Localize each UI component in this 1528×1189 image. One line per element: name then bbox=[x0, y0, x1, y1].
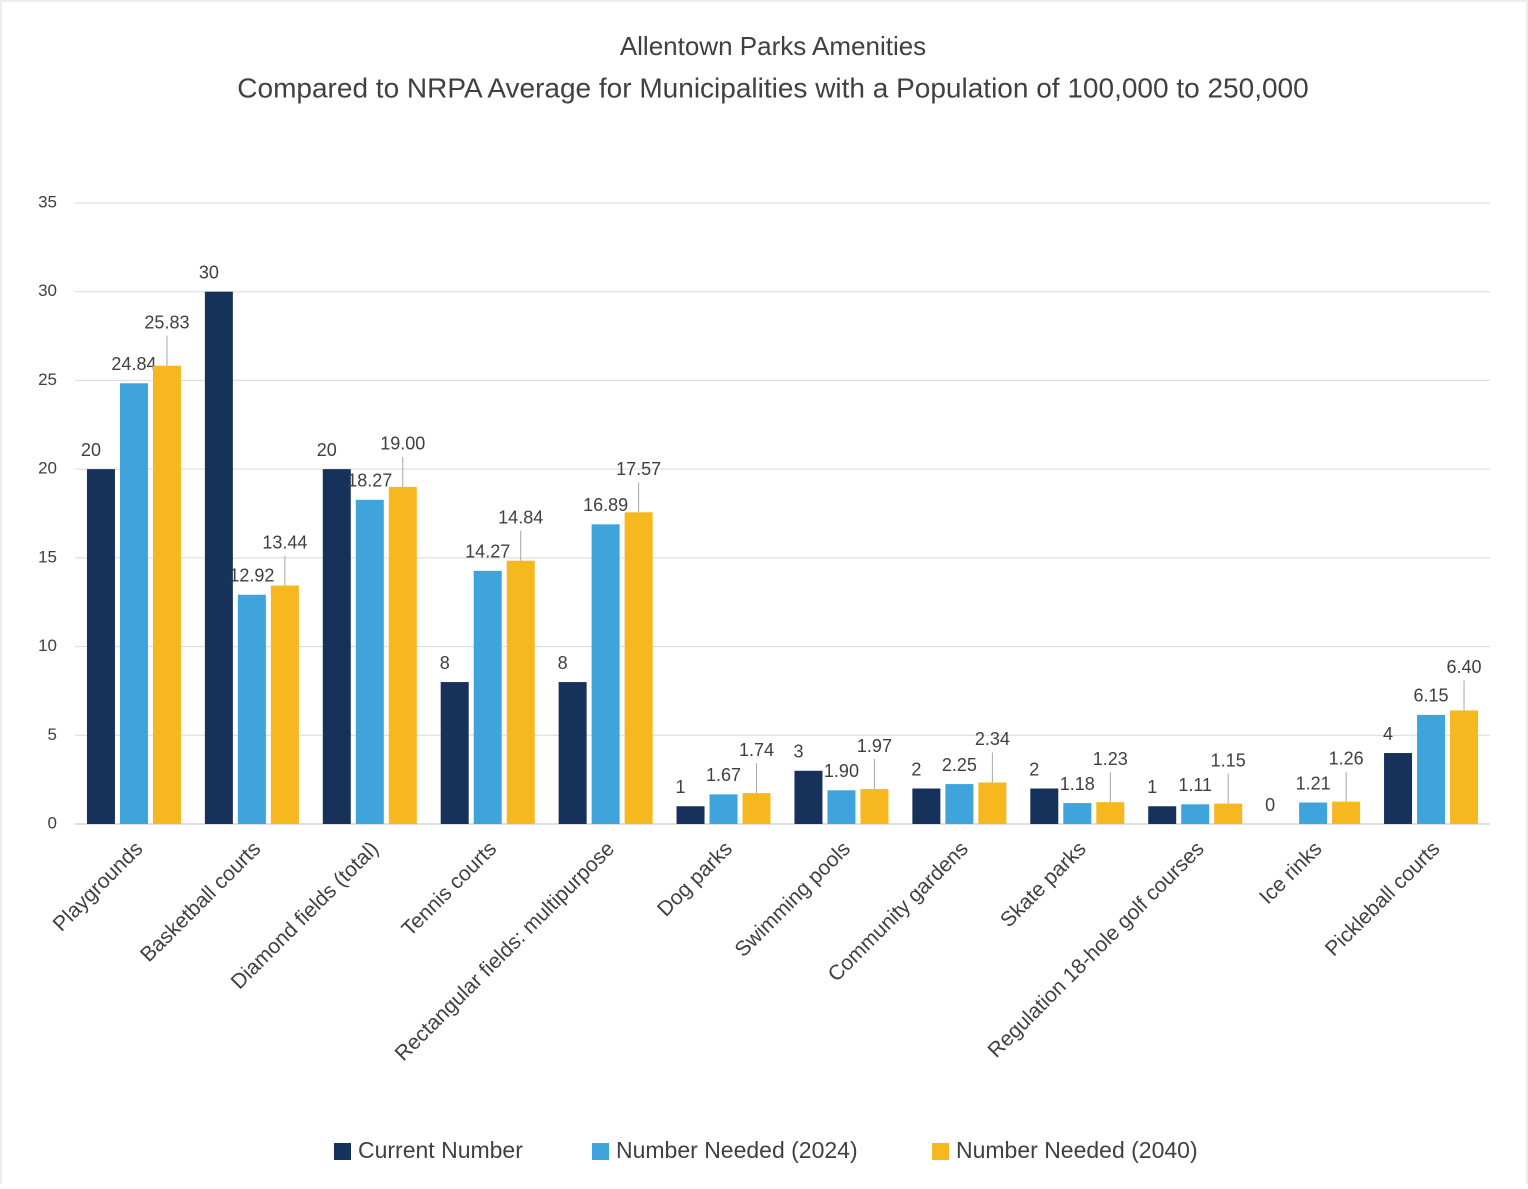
bar bbox=[912, 788, 941, 824]
data-label: 19.00 bbox=[380, 434, 425, 454]
data-label: 14.84 bbox=[498, 507, 543, 527]
bar bbox=[204, 291, 233, 824]
legend-swatch bbox=[592, 1143, 609, 1160]
bar bbox=[1063, 803, 1092, 824]
bar bbox=[506, 560, 535, 824]
bar bbox=[860, 789, 889, 824]
bar bbox=[1332, 801, 1361, 824]
bar bbox=[473, 570, 502, 824]
bar bbox=[1384, 753, 1413, 824]
legend-label: Number Needed (2040) bbox=[956, 1137, 1198, 1163]
chart-title: Allentown Parks Amenities bbox=[620, 31, 926, 61]
data-label: 30 bbox=[199, 262, 219, 282]
bar bbox=[978, 782, 1007, 824]
data-label: 1.90 bbox=[824, 761, 859, 781]
y-tick-label: 10 bbox=[38, 636, 57, 655]
bar bbox=[1181, 804, 1210, 824]
bar bbox=[1417, 714, 1446, 824]
data-label: 1.67 bbox=[706, 765, 741, 785]
bar bbox=[742, 793, 771, 824]
data-label: 20 bbox=[317, 440, 337, 460]
data-label: 6.15 bbox=[1414, 686, 1449, 706]
data-label: 2.25 bbox=[942, 755, 977, 775]
bar bbox=[624, 512, 653, 824]
bar bbox=[119, 383, 148, 824]
legend-swatch bbox=[334, 1143, 351, 1160]
legend-swatch bbox=[932, 1143, 949, 1160]
bar bbox=[558, 682, 587, 824]
data-label: 2 bbox=[911, 759, 921, 779]
bar bbox=[827, 790, 856, 824]
data-label: 8 bbox=[440, 653, 450, 673]
bar bbox=[237, 594, 266, 824]
data-label: 16.89 bbox=[583, 495, 628, 515]
data-label: 1.11 bbox=[1178, 775, 1212, 795]
y-tick-label: 15 bbox=[38, 547, 57, 566]
data-label: 1.26 bbox=[1329, 748, 1364, 768]
y-tick-label: 20 bbox=[38, 459, 57, 478]
bar bbox=[1299, 802, 1328, 824]
data-label: 1.97 bbox=[857, 736, 892, 756]
bar bbox=[86, 469, 115, 824]
y-tick-label: 5 bbox=[48, 725, 57, 744]
bar bbox=[945, 784, 974, 824]
data-label: 1.15 bbox=[1211, 750, 1246, 770]
data-label: 1 bbox=[676, 777, 686, 797]
y-tick-label: 25 bbox=[38, 370, 57, 389]
bar bbox=[1096, 802, 1125, 824]
bar bbox=[591, 524, 620, 824]
data-label: 8 bbox=[558, 653, 568, 673]
data-label: 4 bbox=[1383, 724, 1393, 744]
bar bbox=[1450, 710, 1479, 824]
data-label: 1.21 bbox=[1296, 773, 1331, 793]
bar bbox=[440, 682, 469, 824]
bar bbox=[676, 806, 705, 824]
chart-subtitle: Compared to NRPA Average for Municipalit… bbox=[237, 72, 1308, 103]
data-label: 25.83 bbox=[144, 312, 189, 332]
data-label: 17.57 bbox=[616, 459, 661, 479]
data-label: 2 bbox=[1029, 759, 1039, 779]
data-label: 14.27 bbox=[465, 542, 510, 562]
data-label: 1.18 bbox=[1060, 774, 1095, 794]
bar bbox=[152, 365, 181, 824]
data-label: 18.27 bbox=[347, 471, 392, 491]
data-label: 1.74 bbox=[739, 740, 774, 760]
data-label: 3 bbox=[793, 742, 803, 762]
data-label: 6.40 bbox=[1447, 657, 1482, 677]
bar bbox=[270, 585, 299, 824]
data-label: 20 bbox=[81, 440, 101, 460]
data-label: 1.23 bbox=[1093, 749, 1128, 769]
data-label: 0 bbox=[1265, 795, 1275, 815]
bar bbox=[709, 794, 738, 824]
bar bbox=[794, 770, 823, 824]
bar bbox=[1214, 803, 1243, 824]
bar bbox=[322, 469, 351, 824]
y-tick-label: 30 bbox=[38, 281, 57, 300]
data-label: 2.34 bbox=[975, 729, 1010, 749]
bar bbox=[1030, 788, 1059, 824]
data-label: 24.84 bbox=[111, 354, 156, 374]
bar bbox=[388, 486, 417, 824]
legend-label: Current Number bbox=[358, 1137, 523, 1163]
data-label: 12.92 bbox=[229, 566, 274, 586]
bar bbox=[355, 499, 384, 824]
y-tick-label: 0 bbox=[48, 813, 57, 832]
data-label: 13.44 bbox=[262, 532, 307, 552]
legend-label: Number Needed (2024) bbox=[616, 1137, 858, 1163]
y-tick-label: 35 bbox=[38, 192, 57, 211]
data-label: 1 bbox=[1147, 777, 1157, 797]
bar bbox=[1148, 806, 1177, 824]
